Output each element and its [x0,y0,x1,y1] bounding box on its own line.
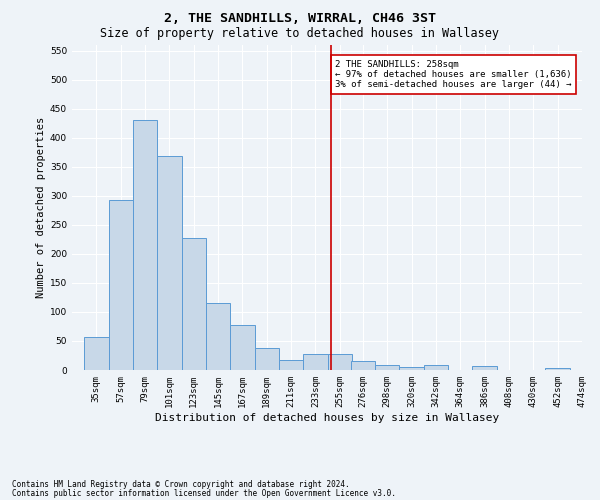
Bar [206,304,230,370]
Bar [303,354,328,370]
Bar [254,348,279,370]
Bar [230,326,254,370]
Bar [279,360,303,370]
Bar [182,238,206,370]
X-axis label: Distribution of detached houses by size in Wallasey: Distribution of detached houses by size … [155,412,499,422]
Text: 2 THE SANDHILLS: 258sqm
← 97% of detached houses are smaller (1,636)
3% of semi-: 2 THE SANDHILLS: 258sqm ← 97% of detache… [335,60,572,90]
Bar [400,366,424,370]
Bar [328,354,352,370]
Text: 2, THE SANDHILLS, WIRRAL, CH46 3ST: 2, THE SANDHILLS, WIRRAL, CH46 3ST [164,12,436,26]
Bar [375,366,400,370]
Bar [351,362,375,370]
Bar [109,200,133,370]
Text: Contains public sector information licensed under the Open Government Licence v3: Contains public sector information licen… [12,488,396,498]
Bar [545,368,570,370]
Text: Size of property relative to detached houses in Wallasey: Size of property relative to detached ho… [101,28,499,40]
Bar [424,366,448,370]
Bar [157,156,182,370]
Bar [133,120,157,370]
Bar [472,366,497,370]
Y-axis label: Number of detached properties: Number of detached properties [36,117,46,298]
Bar [84,337,109,370]
Text: Contains HM Land Registry data © Crown copyright and database right 2024.: Contains HM Land Registry data © Crown c… [12,480,350,489]
